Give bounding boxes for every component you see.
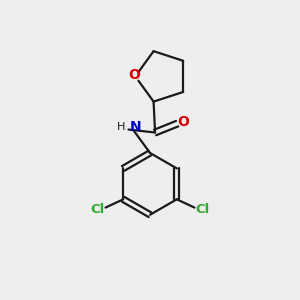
Text: H: H (117, 122, 126, 132)
Text: O: O (178, 115, 190, 129)
Text: O: O (128, 68, 140, 82)
Text: Cl: Cl (196, 203, 210, 216)
Text: Cl: Cl (90, 203, 104, 216)
Text: N: N (130, 120, 142, 134)
